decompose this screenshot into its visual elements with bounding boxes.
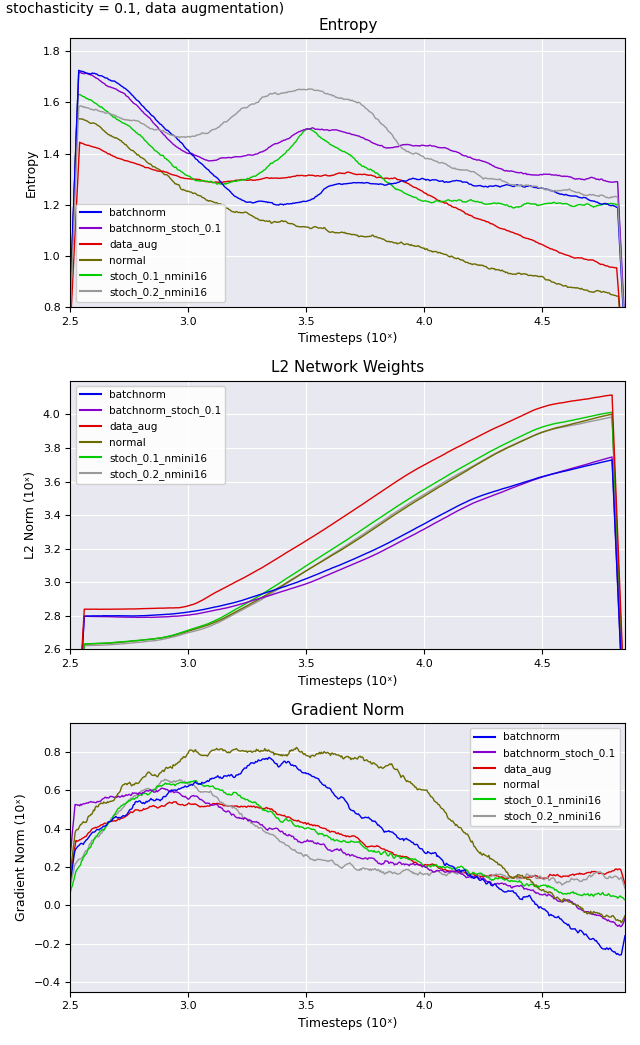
Title: Entropy: Entropy [318,18,378,33]
Y-axis label: L2 Norm (10ˣ): L2 Norm (10ˣ) [24,471,37,559]
Legend: batchnorm, batchnorm_stoch_0.1, data_aug, normal, stoch_0.1_nmini16, stoch_0.2_n: batchnorm, batchnorm_stoch_0.1, data_aug… [76,386,225,484]
Y-axis label: Entropy: Entropy [24,148,37,198]
X-axis label: Timesteps (10ˣ): Timesteps (10ˣ) [298,1017,397,1030]
Title: Gradient Norm: Gradient Norm [291,702,404,718]
X-axis label: Timesteps (10ˣ): Timesteps (10ˣ) [298,675,397,688]
Y-axis label: Gradient Norm (10ˣ): Gradient Norm (10ˣ) [15,793,28,922]
X-axis label: Timesteps (10ˣ): Timesteps (10ˣ) [298,332,397,346]
Text: stochasticity = 0.1, data augmentation): stochasticity = 0.1, data augmentation) [6,2,285,16]
Legend: batchnorm, batchnorm_stoch_0.1, data_aug, normal, stoch_0.1_nmini16, stoch_0.2_n: batchnorm, batchnorm_stoch_0.1, data_aug… [470,728,620,827]
Legend: batchnorm, batchnorm_stoch_0.1, data_aug, normal, stoch_0.1_nmini16, stoch_0.2_n: batchnorm, batchnorm_stoch_0.1, data_aug… [76,204,225,302]
Title: L2 Network Weights: L2 Network Weights [271,361,424,375]
